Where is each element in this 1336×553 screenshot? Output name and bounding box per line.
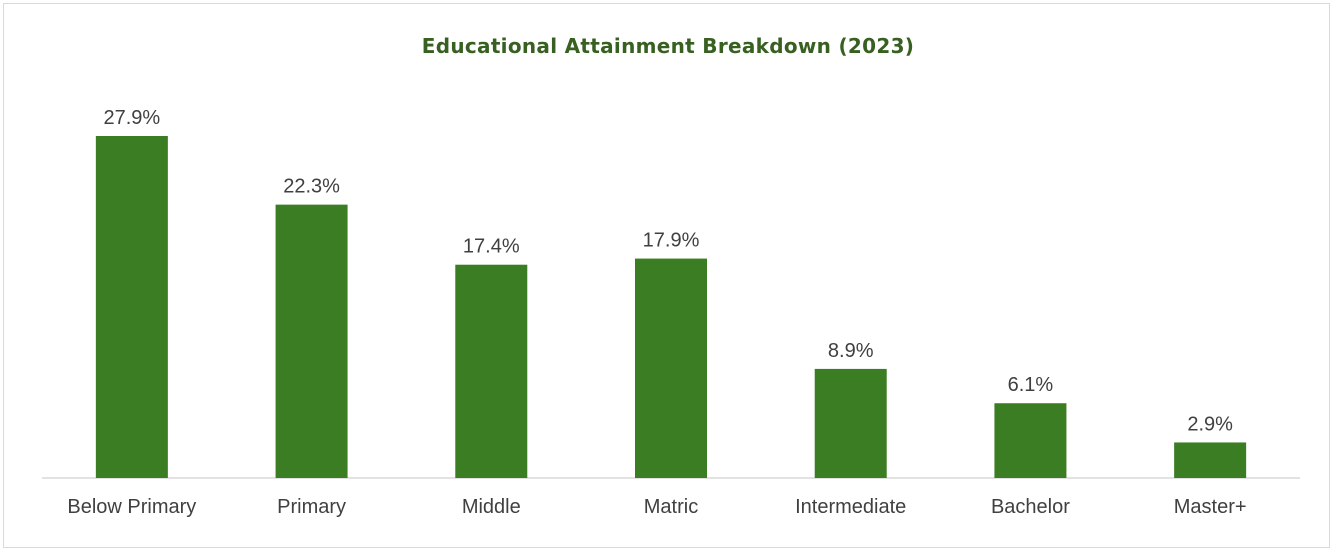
bar-master: [1174, 442, 1247, 478]
data-label: 22.3%: [283, 176, 340, 198]
chart-title: Educational Attainment Breakdown (2023): [421, 34, 915, 58]
x-tick-label: Master+: [1174, 496, 1247, 518]
bar-matric: [635, 258, 707, 478]
bar-bachelor: [994, 403, 1067, 478]
x-tick-label: Middle: [462, 496, 521, 518]
bar-below-primary: [95, 136, 168, 478]
bar-middle: [455, 264, 528, 478]
x-tick-label: Bachelor: [991, 496, 1070, 518]
bar-primary: [275, 204, 348, 479]
x-tick-label: Primary: [277, 496, 346, 518]
data-label: 2.9%: [1187, 413, 1233, 435]
data-label: 17.9%: [643, 230, 700, 252]
x-tick-label: Matric: [644, 496, 698, 518]
x-tick-label: Below Primary: [67, 496, 196, 518]
bar-intermediate: [814, 368, 887, 478]
data-label: 17.4%: [463, 236, 520, 258]
data-label: 6.1%: [1008, 374, 1054, 396]
x-tick-label: Intermediate: [795, 496, 906, 518]
data-label: 27.9%: [103, 107, 160, 129]
data-label: 8.9%: [828, 340, 874, 362]
